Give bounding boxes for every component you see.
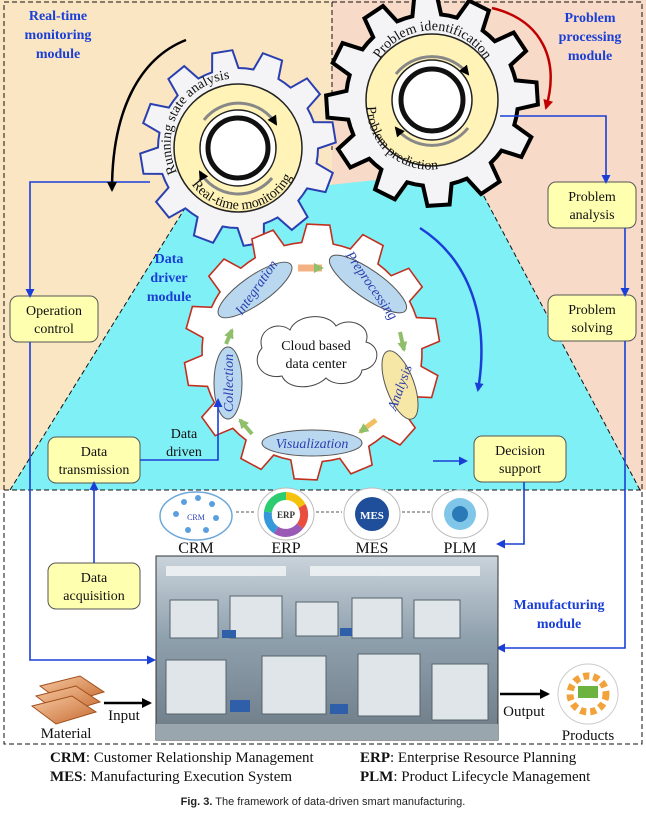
cycle-preprocessing <box>328 254 408 314</box>
title-problem-2: processing <box>559 30 622 45</box>
arrow-realtime-cycle <box>107 38 187 192</box>
process-boxes: Operation control Data transmission Data… <box>9 181 637 610</box>
title-realtime-1: Real-time <box>29 9 87 24</box>
cycle-arrow-5 <box>224 328 234 345</box>
title-data-2: driver <box>150 271 187 286</box>
cycle-label-collection: Collection <box>222 354 237 412</box>
label-material: Material <box>41 726 92 742</box>
box-operation-control <box>9 295 99 343</box>
cycle-arrow-3 <box>358 418 378 434</box>
label-products: Products <box>562 728 615 744</box>
cycle-visualization <box>261 429 363 457</box>
box-text-transmission-1: Data <box>81 445 108 460</box>
title-data-1: Data <box>155 252 184 267</box>
edge-data-driven-1: Data <box>171 427 198 442</box>
system-label-plm: PLM <box>444 540 477 557</box>
box-text-operation-1: Operation <box>26 304 82 319</box>
box-text-panalysis-2: analysis <box>569 208 614 223</box>
label-output: Output <box>503 704 546 720</box>
box-problem-analysis <box>547 181 637 229</box>
box-text-transmission-2: transmission <box>59 463 130 478</box>
box-text-decision-1: Decision <box>495 444 545 459</box>
arrow-problem-cycle <box>491 6 554 110</box>
cycle-arrow-2 <box>397 331 408 352</box>
right-gear-rings <box>365 33 499 167</box>
cloud-data-center: Cloud based data center <box>256 316 378 388</box>
cycle-integration <box>217 261 293 319</box>
system-label-erp: ERP <box>271 540 300 557</box>
factory-photo <box>155 555 499 741</box>
left-gear-rings <box>173 83 303 213</box>
cycle-analysis <box>381 350 419 420</box>
title-realtime-3: module <box>36 47 80 62</box>
svg-text:CRM: CRM <box>187 513 205 522</box>
cycle-label-visualization: Visualization <box>276 437 349 452</box>
legend-mes: MES: Manufacturing Execution System <box>50 769 293 785</box>
box-decision-support <box>473 435 567 483</box>
title-manufacturing-1: Manufacturing <box>514 598 605 613</box>
system-label-crm: CRM <box>178 540 214 557</box>
box-text-psolving-2: solving <box>571 321 612 336</box>
svg-text:ERP: ERP <box>277 510 296 520</box>
title-data-3: module <box>147 290 191 305</box>
box-text-operation-2: control <box>34 322 74 337</box>
svg-text:MES: MES <box>360 510 384 522</box>
material-icon <box>30 675 106 725</box>
box-text-decision-2: support <box>499 462 541 477</box>
box-text-psolving-1: Problem <box>568 303 616 318</box>
legend-crm: CRM: Customer Relationship Management <box>50 750 314 766</box>
box-problem-solving <box>547 294 637 342</box>
title-manufacturing-2: module <box>537 617 581 632</box>
system-icons: CRM ERP MES CRM ERP MES PLM <box>159 487 489 557</box>
legend-plm: PLM: Product Lifecycle Management <box>360 769 591 785</box>
cloud-line-2: data center <box>285 357 346 372</box>
label-input: Input <box>108 708 140 724</box>
legend-erp: ERP: Enterprise Resource Planning <box>360 750 577 766</box>
box-text-acquisition-1: Data <box>81 571 108 586</box>
title-realtime-2: monitoring <box>25 28 92 43</box>
title-problem-3: module <box>568 49 612 64</box>
products-icon <box>557 663 619 725</box>
system-label-mes: MES <box>356 540 389 557</box>
figure-caption: Fig. 3. The framework of data-driven sma… <box>180 796 466 808</box>
edge-data-driven-2: driven <box>166 445 202 460</box>
module-titles: Real-time monitoring module Problem proc… <box>25 9 622 632</box>
cloud-line-1: Cloud based <box>281 339 351 354</box>
title-problem-1: Problem <box>564 11 615 26</box>
box-text-acquisition-2: acquisition <box>63 589 124 604</box>
cycle-arrow-4 <box>238 418 254 436</box>
box-text-panalysis-1: Problem <box>568 190 616 205</box>
